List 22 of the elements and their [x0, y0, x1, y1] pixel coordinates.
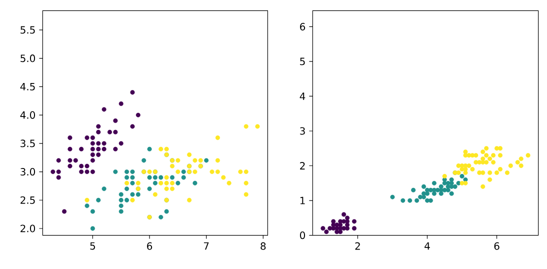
y-tick-label: 5.5 [20, 26, 35, 34]
y-tick-label: 5 [300, 58, 305, 66]
y-tick-label: 5.0 [20, 54, 36, 62]
y-tick-label: 4.5 [20, 82, 35, 90]
x-tick-label: 6 [147, 242, 152, 250]
y-tick-label: 3 [300, 127, 305, 135]
y-tick-label: 2 [300, 162, 305, 170]
x-tick-label: 7 [204, 242, 209, 250]
y-tick-label: 3.0 [20, 168, 36, 176]
y-tick-label: 4 [300, 92, 306, 100]
y-tick-label: 2.0 [20, 224, 36, 232]
y-tick-label: 2.5 [20, 196, 35, 204]
x-tick-label: 6 [494, 242, 500, 250]
y-tick-label: 6 [300, 22, 306, 30]
y-tick-label: 0 [300, 232, 306, 240]
x-tick-label: 5 [90, 242, 95, 250]
x-tick-label: 8 [260, 242, 266, 250]
x-tick-label: 4 [424, 242, 430, 250]
y-tick-label: 3.5 [20, 140, 35, 148]
x-tick-label: 2 [355, 242, 360, 250]
y-tick-label: 4.0 [20, 111, 36, 119]
y-tick-label: 1 [300, 196, 305, 204]
